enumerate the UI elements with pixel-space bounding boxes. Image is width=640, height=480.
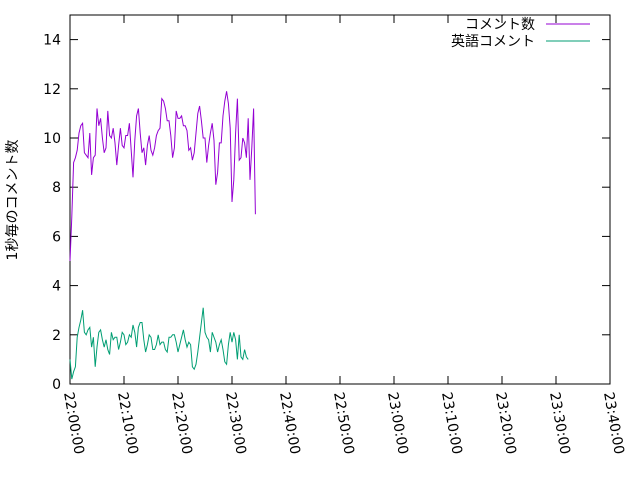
x-tick-label: 23:40:00 [600,391,627,456]
y-tick-label: 10 [43,131,61,147]
x-tick-label: 22:40:00 [276,391,303,456]
x-tick-label: 22:20:00 [168,391,195,456]
y-tick-label: 8 [52,180,61,196]
x-tick-label: 23:10:00 [438,391,465,456]
legend-label: コメント数 [465,17,535,33]
y-tick-label: 6 [52,229,61,245]
series-group [69,91,256,380]
plot-frame [69,14,611,385]
y-tick-label: 12 [43,82,61,98]
x-tick-label: 22:50:00 [330,391,357,456]
legend-label: 英語コメント [451,33,535,50]
x-tick-label: 23:20:00 [492,391,519,456]
y-tick-label: 14 [43,33,61,49]
x-axis: 22:00:00 22:10:00 22:20:00 22:30:00 22:40:00… [60,15,627,456]
y-tick-label: 2 [52,328,61,344]
x-tick-label: 22:30:00 [222,391,249,456]
y-tick-label: 4 [52,279,61,295]
x-tick-label: 22:10:00 [114,391,141,456]
series-line-2 [69,307,249,380]
y-axis: 0 2 4 6 8 10 12 14 [43,33,610,393]
x-tick-label: 23:30:00 [546,391,573,456]
y-tick-label: 0 [52,377,61,393]
x-tick-label: 23:00:00 [384,391,411,456]
y-axis-label: 1秒毎のコメント数 [5,140,21,261]
x-tick-label: 22:00:00 [60,391,87,456]
series-line-1 [69,91,256,262]
